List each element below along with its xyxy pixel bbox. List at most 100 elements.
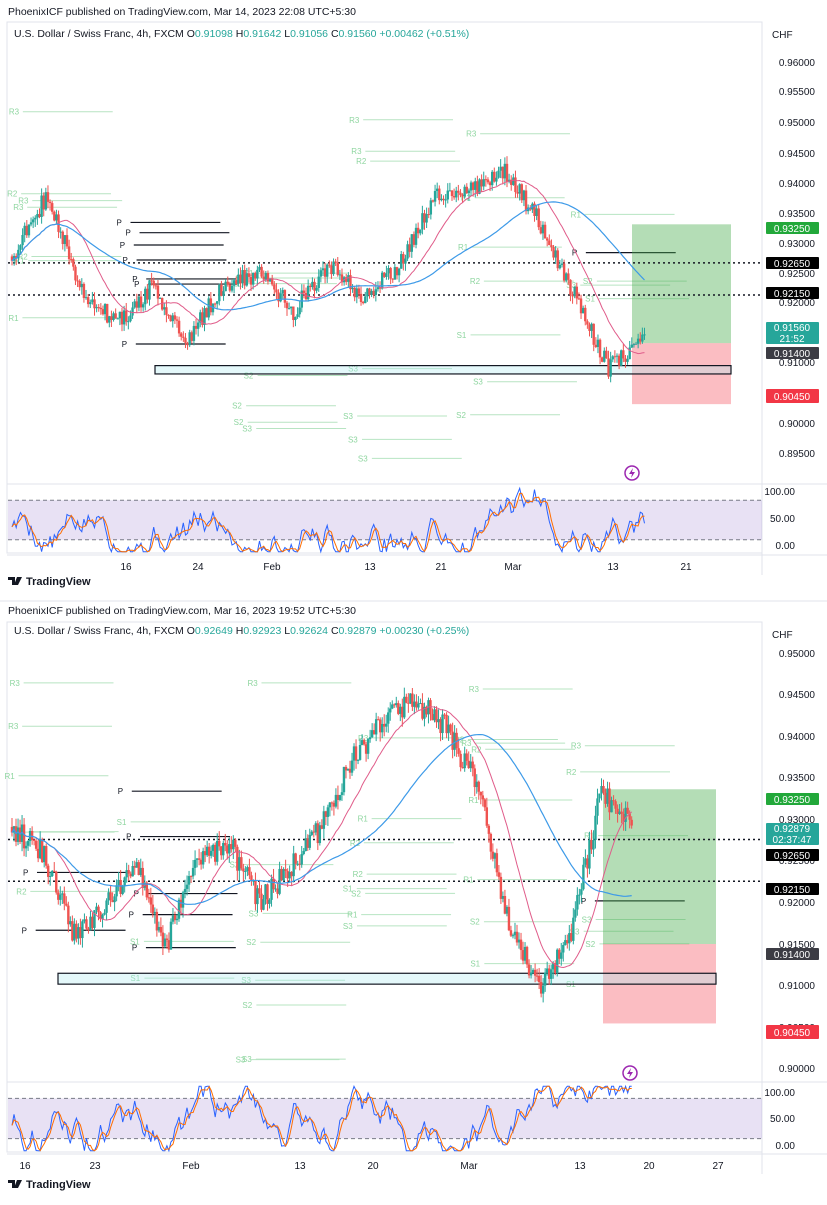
pivot-label: R3 bbox=[10, 679, 21, 688]
candle-body bbox=[368, 288, 371, 296]
price-tick-label: 0.93500 bbox=[779, 773, 816, 784]
candle-body bbox=[378, 287, 382, 289]
candle-body bbox=[74, 266, 77, 281]
candle-body bbox=[53, 870, 56, 872]
lightning-icon[interactable] bbox=[624, 465, 640, 481]
candle-body bbox=[19, 245, 22, 250]
time-tick-label: 13 bbox=[607, 562, 619, 573]
osc-tick-label: 50.00 bbox=[770, 514, 795, 525]
candle-body bbox=[300, 290, 304, 308]
pivot-label: S1 bbox=[130, 937, 140, 946]
candle-body bbox=[118, 311, 122, 319]
candle-body bbox=[129, 315, 132, 322]
ohlc-o-label: O bbox=[187, 625, 195, 637]
price-label-box bbox=[766, 389, 819, 403]
pivot-label: S2 bbox=[470, 918, 480, 927]
candle-body bbox=[171, 915, 175, 922]
candle-body bbox=[481, 795, 484, 800]
candle-body bbox=[588, 839, 591, 869]
candle-body bbox=[403, 696, 406, 718]
candle-body bbox=[565, 273, 568, 281]
candle-body bbox=[400, 254, 403, 269]
candle-body bbox=[560, 952, 563, 959]
time-tick-label: 23 bbox=[89, 1161, 101, 1172]
candle-body bbox=[298, 307, 301, 315]
pivot-label: S1 bbox=[130, 974, 140, 983]
ohlc-h: 0.91642 bbox=[243, 28, 284, 40]
ohlc-l: 0.92624 bbox=[290, 625, 331, 637]
candle-body bbox=[77, 927, 80, 939]
price-label-box bbox=[766, 883, 819, 895]
candle-body bbox=[76, 280, 79, 282]
candle-body bbox=[55, 871, 58, 893]
candle-body bbox=[256, 888, 259, 905]
candle-body bbox=[220, 846, 223, 856]
candle-body bbox=[576, 895, 579, 910]
price-tick-label: 0.94000 bbox=[779, 732, 816, 743]
candle-body bbox=[71, 921, 74, 941]
candle-body bbox=[556, 949, 559, 973]
candle-body bbox=[628, 347, 631, 360]
pivot-label: R2 bbox=[17, 252, 28, 261]
candle-body bbox=[401, 706, 404, 718]
price-tick-label: 0.91000 bbox=[779, 358, 816, 369]
candle-body bbox=[51, 870, 54, 876]
lightning-icon[interactable] bbox=[622, 1065, 638, 1081]
candle-body bbox=[471, 761, 474, 769]
candle-body bbox=[236, 846, 239, 871]
candle-body bbox=[186, 342, 189, 346]
tradingview-logo: TradingView bbox=[8, 576, 91, 588]
candle-body bbox=[203, 308, 206, 325]
candle-body bbox=[155, 911, 159, 931]
pivot-label: S2 bbox=[234, 418, 244, 427]
candle-body bbox=[154, 285, 158, 287]
pivot-label: R2 bbox=[356, 157, 367, 166]
candle-body bbox=[441, 714, 444, 734]
candle-body bbox=[501, 166, 504, 179]
candle-body bbox=[352, 746, 356, 761]
candle-body bbox=[300, 854, 303, 865]
candle-body bbox=[483, 799, 487, 808]
pivot-label: R3 bbox=[466, 130, 477, 139]
candle-body bbox=[248, 867, 251, 876]
candle-body bbox=[567, 273, 570, 280]
ohlc-c-label: C bbox=[331, 625, 339, 637]
pivot-label: P bbox=[120, 241, 125, 250]
candle-body bbox=[419, 703, 422, 705]
time-tick-label: 16 bbox=[120, 562, 132, 573]
candle-body bbox=[586, 321, 589, 325]
candle-body bbox=[61, 893, 64, 895]
candle-body bbox=[517, 939, 521, 943]
candle-body bbox=[345, 277, 348, 282]
candle-body bbox=[505, 163, 509, 182]
candle-body bbox=[438, 188, 441, 201]
candle-body bbox=[209, 298, 213, 313]
candle-body bbox=[159, 926, 163, 933]
candle-body bbox=[218, 284, 221, 302]
candle-body bbox=[171, 315, 174, 322]
price-tick-label: 0.95000 bbox=[779, 118, 816, 129]
candle-body bbox=[406, 244, 409, 259]
candle-body bbox=[149, 897, 153, 905]
candle-body bbox=[285, 302, 289, 309]
candle-body bbox=[278, 868, 281, 894]
chart-panel-2: PhoenixICF published on TradingView.com,… bbox=[5, 605, 827, 1191]
pivot-label: S3 bbox=[343, 412, 353, 421]
candle-body bbox=[376, 287, 380, 290]
candle-body bbox=[509, 930, 513, 936]
price-tick-label: 0.91000 bbox=[779, 981, 816, 992]
countdown-label: 02:37:47 bbox=[773, 835, 812, 846]
pivot-label: S2 bbox=[242, 1001, 252, 1010]
pivot-label: S1 bbox=[470, 960, 480, 969]
candle-body bbox=[344, 766, 348, 771]
candle-body bbox=[32, 839, 36, 841]
candle-body bbox=[332, 261, 335, 275]
candle-body bbox=[575, 286, 579, 299]
candle-body bbox=[91, 916, 94, 928]
candle-body bbox=[258, 266, 261, 270]
candle-body bbox=[480, 179, 483, 187]
candle-body bbox=[356, 759, 360, 761]
candle-body bbox=[61, 231, 64, 245]
candle-body bbox=[244, 871, 247, 873]
candle-body bbox=[264, 884, 267, 900]
